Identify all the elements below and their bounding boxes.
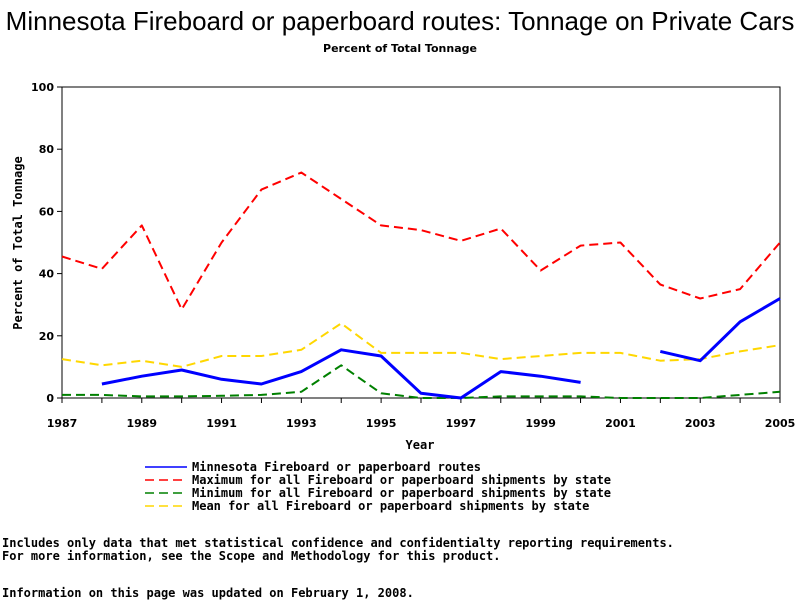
series-line-3 <box>61 322 781 368</box>
legend-label: Mean for all Fireboard or paperboard shi… <box>192 499 589 513</box>
legend-label: Maximum for all Fireboard or paperboard … <box>192 473 611 487</box>
y-tick-label: 60 <box>39 205 55 218</box>
y-axis: 0 20 40 60 80 100 <box>31 81 62 405</box>
y-tick-label: 100 <box>31 81 54 94</box>
x-axis: 1987 1989 1991 1993 1995 1997 1999 2001 2003 2005 <box>47 398 796 430</box>
series-line-0 <box>101 348 581 400</box>
note-methodology: For more information, see the Scope and … <box>2 549 501 563</box>
series-line-0 <box>659 297 781 363</box>
legend: Minnesota Fireboard or paperboard routes… <box>145 460 611 513</box>
x-tick-label: 1995 <box>366 417 397 430</box>
x-tick-label: 2003 <box>685 417 716 430</box>
y-tick-label: 20 <box>39 330 55 343</box>
x-tick-label: 1987 <box>47 417 78 430</box>
y-tick-label: 40 <box>39 268 55 281</box>
x-tick-label: 1997 <box>446 417 477 430</box>
series-line-1 <box>61 171 781 311</box>
y-tick-label: 0 <box>46 392 54 405</box>
series-layer <box>61 171 781 400</box>
x-tick-label: 2005 <box>765 417 796 430</box>
y-tick-label: 80 <box>39 143 55 156</box>
x-tick-label: 2001 <box>605 417 636 430</box>
legend-label: Minnesota Fireboard or paperboard routes <box>192 460 481 474</box>
x-axis-label: Year <box>406 438 435 452</box>
x-tick-label: 1989 <box>126 417 157 430</box>
chart-title: Minnesota Fireboard or paperboard routes… <box>6 6 795 36</box>
y-axis-label: Percent of Total Tonnage <box>11 156 25 329</box>
chart-subtitle: Percent of Total Tonnage <box>323 42 477 55</box>
x-tick-label: 1991 <box>206 417 237 430</box>
plot-frame <box>61 86 781 399</box>
series-line-2 <box>62 364 781 399</box>
note-updated: Information on this page was updated on … <box>2 586 414 600</box>
note-confidence: Includes only data that met statistical … <box>2 536 674 550</box>
x-tick-label: 1993 <box>286 417 317 430</box>
x-tick-label: 1999 <box>525 417 556 430</box>
legend-label: Minimum for all Fireboard or paperboard … <box>192 486 611 500</box>
